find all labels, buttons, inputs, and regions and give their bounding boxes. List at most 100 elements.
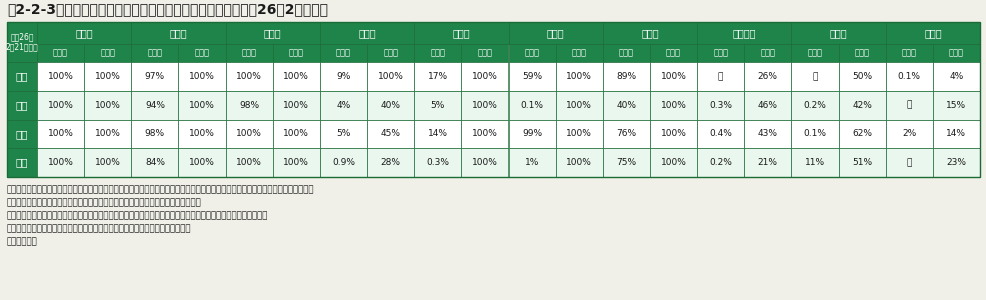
Bar: [84, 119, 131, 148]
Bar: [602, 62, 650, 91]
Bar: [460, 119, 508, 148]
Bar: [178, 62, 226, 91]
Text: 100%: 100%: [95, 129, 120, 138]
Text: 100%: 100%: [471, 158, 497, 167]
Bar: [932, 62, 979, 91]
Bar: [7, 148, 36, 177]
Text: 浪江町: 浪江町: [923, 28, 941, 38]
Text: 97%: 97%: [145, 72, 165, 81]
Text: 宅地: 宅地: [16, 71, 29, 81]
Text: 100%: 100%: [566, 129, 592, 138]
Text: 0.1%: 0.1%: [520, 100, 543, 109]
Bar: [932, 44, 979, 62]
Bar: [791, 91, 838, 119]
Bar: [131, 62, 178, 91]
Bar: [838, 62, 884, 91]
Bar: [884, 62, 932, 91]
Text: 4%: 4%: [949, 72, 962, 81]
Bar: [36, 62, 84, 91]
Text: －: －: [717, 72, 723, 81]
Text: 100%: 100%: [566, 158, 592, 167]
Bar: [226, 148, 272, 177]
Bar: [791, 22, 884, 44]
Bar: [791, 119, 838, 148]
Bar: [414, 44, 460, 62]
Bar: [743, 148, 791, 177]
Bar: [36, 119, 84, 148]
Bar: [932, 148, 979, 177]
Text: 2%: 2%: [901, 129, 915, 138]
Bar: [743, 62, 791, 91]
Bar: [508, 91, 555, 119]
Bar: [743, 44, 791, 62]
Text: 94%: 94%: [145, 100, 165, 109]
Bar: [555, 119, 602, 148]
Text: －: －: [906, 158, 911, 167]
Text: 発注率: 発注率: [194, 49, 209, 58]
Text: 実施率: 実施率: [713, 49, 728, 58]
Text: 100%: 100%: [236, 129, 262, 138]
Text: 100%: 100%: [283, 129, 309, 138]
Text: 発注率: 発注率: [759, 49, 775, 58]
Text: 42%: 42%: [851, 100, 872, 109]
Bar: [367, 91, 414, 119]
Bar: [36, 91, 84, 119]
Text: 100%: 100%: [189, 129, 215, 138]
Bar: [272, 148, 319, 177]
Bar: [884, 22, 979, 44]
Text: 100%: 100%: [47, 129, 73, 138]
Text: 0.2%: 0.2%: [709, 158, 732, 167]
Text: 表2-2-3　除染特別地域における国直轄除染の進捗状況（平成26年2月時点）: 表2-2-3 除染特別地域における国直轄除染の進捗状況（平成26年2月時点）: [7, 2, 327, 16]
Text: 43%: 43%: [757, 129, 777, 138]
Text: 99%: 99%: [522, 129, 541, 138]
Text: 9%: 9%: [336, 72, 350, 81]
Text: 実施率: 実施率: [335, 49, 351, 58]
Bar: [460, 91, 508, 119]
Bar: [131, 119, 178, 148]
Text: 100%: 100%: [189, 158, 215, 167]
Bar: [272, 119, 319, 148]
Bar: [602, 148, 650, 177]
Text: 98%: 98%: [145, 129, 165, 138]
Text: 川内村: 川内村: [263, 28, 281, 38]
Text: 23%: 23%: [946, 158, 965, 167]
Bar: [178, 119, 226, 148]
Text: 76%: 76%: [615, 129, 636, 138]
Text: 100%: 100%: [378, 72, 403, 81]
Text: 59%: 59%: [522, 72, 541, 81]
Text: 1%: 1%: [525, 158, 538, 167]
Bar: [508, 62, 555, 91]
Bar: [319, 44, 367, 62]
Text: 4%: 4%: [336, 100, 350, 109]
Bar: [508, 44, 555, 62]
Text: 0.4%: 0.4%: [709, 129, 732, 138]
Text: 89%: 89%: [615, 72, 636, 81]
Text: 11%: 11%: [805, 158, 824, 167]
Bar: [838, 119, 884, 148]
Bar: [319, 22, 414, 44]
Bar: [555, 62, 602, 91]
Bar: [602, 22, 696, 44]
Bar: [131, 148, 178, 177]
Bar: [84, 91, 131, 119]
Text: 発注率: 発注率: [477, 49, 492, 58]
Text: 98%: 98%: [239, 100, 259, 109]
Text: 0.2%: 0.2%: [803, 100, 825, 109]
Bar: [650, 119, 696, 148]
Text: 100%: 100%: [95, 100, 120, 109]
Bar: [7, 22, 979, 177]
Text: 84%: 84%: [145, 158, 165, 167]
Bar: [460, 44, 508, 62]
Bar: [696, 44, 743, 62]
Bar: [460, 62, 508, 91]
Text: 17%: 17%: [427, 72, 448, 81]
Bar: [7, 22, 36, 62]
Text: 100%: 100%: [283, 158, 309, 167]
Text: 実施率: 実施率: [524, 49, 539, 58]
Text: 26%: 26%: [757, 72, 777, 81]
Bar: [696, 62, 743, 91]
Bar: [178, 148, 226, 177]
Bar: [272, 91, 319, 119]
Bar: [743, 119, 791, 148]
Text: 50%: 50%: [851, 72, 872, 81]
